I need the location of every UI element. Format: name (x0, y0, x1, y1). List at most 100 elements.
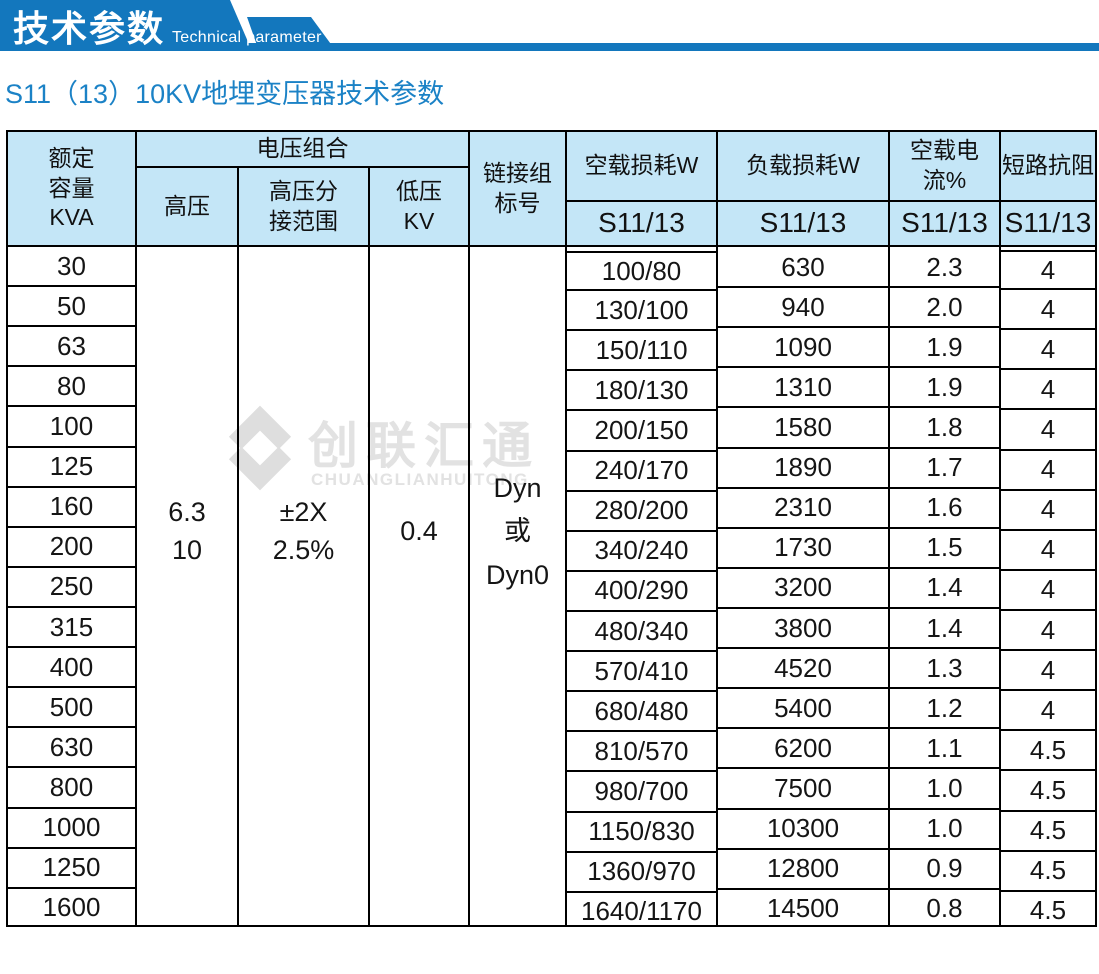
cell-load_loss-10: 4520 (718, 649, 888, 690)
cell-kva-9: 315 (8, 608, 135, 649)
cell-no_load_current-3: 1.9 (890, 368, 999, 409)
header-sub-impedance: S11/13 (1001, 202, 1095, 245)
cell-load_loss-5: 1890 (718, 449, 888, 489)
cell-impedance-9: 4 (1001, 611, 1095, 652)
cell-load_loss-1: 940 (718, 288, 888, 329)
cell-kva-12: 630 (8, 728, 135, 769)
cell-impedance-16: 4.5 (1001, 892, 1095, 925)
banner-title-en: Technical parameter (172, 29, 322, 46)
header-sub-load-loss: S11/13 (718, 202, 890, 245)
cell-high-voltage-merged: 6.3 10 (137, 247, 239, 925)
cell-load_loss-9: 3800 (718, 609, 888, 650)
cell-no_load_loss-0: 100/80 (567, 251, 716, 292)
cell-load_loss-4: 1580 (718, 408, 888, 449)
cell-impedance-13: 4.5 (1001, 771, 1095, 812)
cell-no_load_current-13: 1.0 (890, 769, 999, 810)
header-voltage-combo: 电压组合 (137, 132, 470, 168)
cell-tap-range-merged: ±2X 2.5% (239, 247, 370, 925)
cell-no_load_loss-12: 810/570 (567, 732, 716, 773)
cell-no_load_current-0: 2.3 (890, 248, 999, 289)
cell-no_load_current-8: 1.4 (890, 569, 999, 609)
cell-no_load_current-14: 1.0 (890, 810, 999, 850)
column-rated-capacity: 30 50 63 80 100 125 160 200 250 315 400 500 630 800 10… (8, 247, 137, 925)
cell-impedance-2: 4 (1001, 330, 1095, 371)
cell-impedance-8: 4 (1001, 571, 1095, 611)
banner-title-cn: 技术参数 (13, 8, 165, 49)
cell-impedance-11: 4 (1001, 691, 1095, 732)
header-low-voltage: 低压 KV (370, 168, 470, 245)
column-no-load-current: 2.3 2.0 1.9 1.9 1.8 1.7 1.6 1.5 1.4 1.4 1.3 1.2 1.1 1… (890, 247, 1001, 925)
cell-no_load_loss-15: 1360/970 (567, 853, 716, 893)
banner-bar (0, 43, 1099, 51)
column-no-load-loss: 100/80 130/100 150/110 180/130 200/150 240/17… (567, 247, 718, 925)
diamond-logo-icon (228, 405, 292, 491)
cell-no_load_current-2: 1.9 (890, 328, 999, 369)
cell-no_load_current-10: 1.3 (890, 649, 999, 690)
header-no-load-current: 空载电流% (890, 132, 1001, 202)
cell-impedance-14: 4.5 (1001, 812, 1095, 852)
cell-no_load_current-6: 1.6 (890, 489, 999, 529)
cell-load_loss-7: 1730 (718, 529, 888, 569)
cell-kva-15: 1250 (8, 849, 135, 889)
cell-no_load_loss-7: 340/240 (567, 532, 716, 572)
cell-kva-7: 200 (8, 528, 135, 568)
banner-block (0, 0, 252, 51)
parameter-table: 额定 容量 KVA 电压组合 高压 高压分 接范围 低压 KV 链接组 标号 空… (6, 130, 1097, 927)
watermark-text-en: CHUANGLIANHUITONG (311, 470, 529, 489)
cell-load_loss-14: 10300 (718, 810, 888, 850)
cell-no_load_loss-14: 1150/830 (567, 813, 716, 853)
cell-no_load_loss-10: 570/410 (567, 652, 716, 693)
header-high-voltage: 高压 (137, 168, 239, 245)
cell-kva-1: 50 (8, 287, 135, 328)
cell-load_loss-6: 2310 (718, 489, 888, 529)
cell-kva-3: 80 (8, 367, 135, 408)
header-sub-no-load-loss: S11/13 (567, 202, 718, 245)
cell-no_load_loss-8: 400/290 (567, 572, 716, 612)
header-load-loss: 负载损耗W (718, 132, 890, 202)
watermark-text-cn: 创联汇通 (308, 418, 540, 474)
cell-impedance-7: 4 (1001, 531, 1095, 571)
cell-low-voltage-merged: 0.4 (370, 247, 470, 925)
cell-no_load_current-7: 1.5 (890, 529, 999, 569)
page-title: S11（13）10KV地埋变压器技术参数 (5, 79, 445, 109)
cell-kva-11: 500 (8, 688, 135, 729)
cell-no_load_loss-2: 150/110 (567, 331, 716, 372)
header-sub-no-load-current: S11/13 (890, 202, 1001, 245)
table-header: 额定 容量 KVA 电压组合 高压 高压分 接范围 低压 KV 链接组 标号 空… (8, 132, 1095, 245)
column-impedance: 4 4 4 4 4 4 4 4 4 4 4 4 4.5 4.5 4.5 4.5 4.5 (1001, 247, 1095, 925)
cell-no_load_loss-1: 130/100 (567, 291, 716, 332)
cell-kva-16: 1600 (8, 889, 135, 925)
cell-load_loss-8: 3200 (718, 569, 888, 609)
cell-impedance-4: 4 (1001, 410, 1095, 451)
header-vector-group: 链接组 标号 (470, 132, 567, 245)
cell-no_load_current-15: 0.9 (890, 850, 999, 890)
cell-no_load_current-9: 1.4 (890, 609, 999, 650)
banner: 技术参数 Technical parameter (0, 0, 1099, 51)
header-impedance: 短路抗阻 (1001, 132, 1095, 202)
cell-no_load_current-4: 1.8 (890, 408, 999, 449)
cell-impedance-1: 4 (1001, 290, 1095, 331)
cell-vector-group-merged: Dyn 或 Dyn0 (470, 247, 567, 925)
cell-kva-6: 160 (8, 488, 135, 528)
cell-kva-0: 30 (8, 247, 135, 288)
header-rated-capacity: 额定 容量 KVA (8, 132, 137, 245)
cell-no_load_loss-11: 680/480 (567, 692, 716, 733)
cell-no_load_loss-13: 980/700 (567, 772, 716, 813)
cell-no_load_current-16: 0.8 (890, 890, 999, 925)
cell-load_loss-16: 14500 (718, 890, 888, 925)
cell-no_load_loss-4: 200/150 (567, 411, 716, 452)
cell-kva-4: 100 (8, 407, 135, 448)
cell-load_loss-15: 12800 (718, 850, 888, 890)
cell-impedance-15: 4.5 (1001, 852, 1095, 892)
cell-no_load_current-12: 1.1 (890, 729, 999, 770)
cell-kva-14: 1000 (8, 809, 135, 849)
cell-kva-8: 250 (8, 568, 135, 608)
cell-no_load_current-11: 1.2 (890, 689, 999, 730)
table-body: 30 50 63 80 100 125 160 200 250 315 400 500 630 800 10… (8, 245, 1095, 925)
cell-load_loss-2: 1090 (718, 328, 888, 369)
cell-impedance-6: 4 (1001, 491, 1095, 531)
cell-no_load_loss-6: 280/200 (567, 492, 716, 532)
cell-impedance-10: 4 (1001, 651, 1095, 692)
cell-load_loss-13: 7500 (718, 769, 888, 810)
